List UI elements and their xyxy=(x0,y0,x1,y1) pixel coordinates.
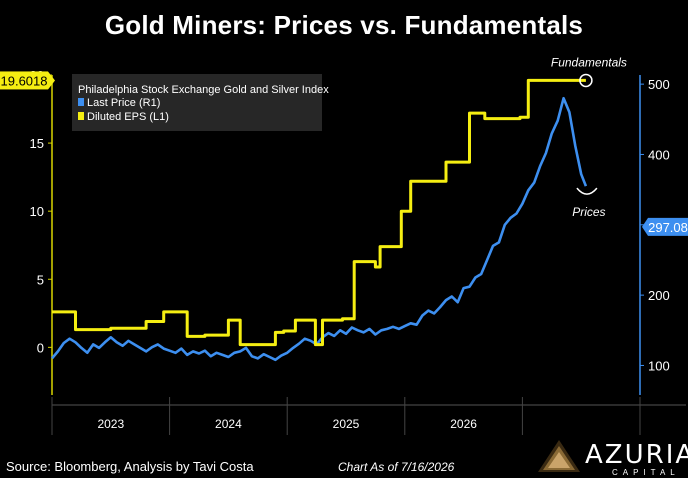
fundamentals-marker xyxy=(579,73,593,88)
as-of-note: Chart As of 7/16/2026 xyxy=(338,460,455,474)
prices-annotation: Prices xyxy=(572,205,605,219)
legend-background xyxy=(72,74,322,131)
eps-last-value-label: 19.6018 xyxy=(1,73,48,88)
x-tick-label: 2025 xyxy=(333,417,360,431)
price-last-value-label: 297.08 xyxy=(648,220,688,235)
prices-marker xyxy=(576,187,598,195)
eps-badge-pointer xyxy=(48,71,55,90)
legend-entry-label: Last Price (R1) xyxy=(87,97,160,109)
legend-title: Philadelphia Stock Exchange Gold and Sil… xyxy=(78,84,329,96)
brand-logo-icon xyxy=(538,440,580,472)
source-note: Source: Bloomberg, Analysis by Tavi Cost… xyxy=(6,459,254,474)
eps-last-value-badge xyxy=(0,71,48,90)
legend-entry-label: Diluted EPS (L1) xyxy=(87,111,169,123)
legend: Philadelphia Stock Exchange Gold and Sil… xyxy=(72,74,329,131)
brand-name: AZURIA xyxy=(585,440,688,470)
x-tick-label: 2024 xyxy=(215,417,242,431)
x-tick-label: 2023 xyxy=(97,417,124,431)
right-tick-label: 100 xyxy=(648,358,670,373)
price-last-value-badge xyxy=(642,217,688,236)
left-tick-label: 15 xyxy=(30,136,44,151)
brand-subname: CAPITAL xyxy=(612,468,680,477)
eps-series-line xyxy=(52,78,586,347)
x-tick-label: 2026 xyxy=(450,417,477,431)
overlay-group: Philadelphia Stock Exchange Gold and Sil… xyxy=(0,55,688,236)
legend-swatch xyxy=(78,98,84,106)
fundamentals-annotation: Fundamentals xyxy=(551,55,627,69)
left-tick-label: 0 xyxy=(37,340,44,355)
right-tick-label: 400 xyxy=(648,147,670,162)
legend-swatch xyxy=(78,112,84,120)
right-tick-label: 500 xyxy=(648,77,670,92)
right-tick-label: 200 xyxy=(648,288,670,303)
series-group xyxy=(51,78,588,362)
chart-title: Gold Miners: Prices vs. Fundamentals xyxy=(104,10,584,40)
left-tick-label: 5 xyxy=(37,272,44,287)
price-series-line xyxy=(51,96,588,362)
left-tick-label: 10 xyxy=(30,204,44,219)
